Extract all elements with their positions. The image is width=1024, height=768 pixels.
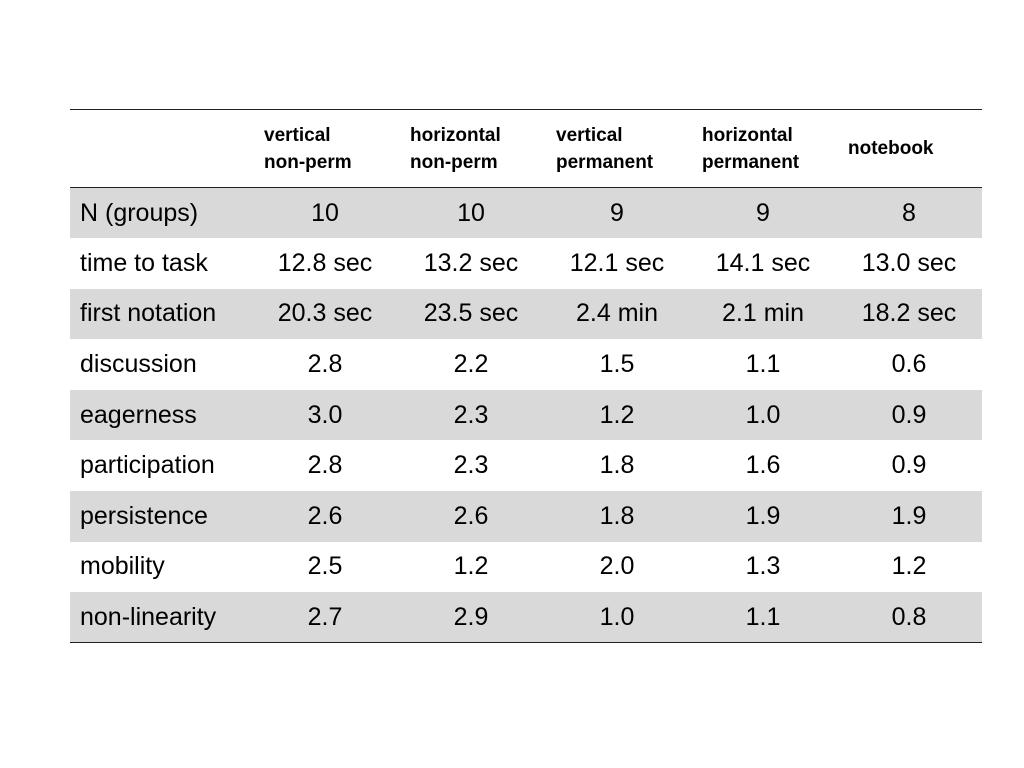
- table-cell: 9: [610, 198, 624, 227]
- table-row: non-linearity 2.7 2.9 1.0 1.1 0.8: [70, 592, 982, 643]
- table-cell: 1.0: [599, 602, 635, 631]
- table-row: mobility 2.5 1.2 2.0 1.3 1.2: [70, 542, 982, 593]
- table-cell: 12.1 sec: [569, 248, 665, 277]
- column-header: vertical non-perm: [252, 110, 398, 188]
- table-cell: 3.0: [307, 400, 343, 429]
- row-label: discussion: [80, 350, 197, 379]
- column-header-line1: horizontal: [702, 124, 793, 146]
- table-cell: 1.1: [745, 602, 781, 631]
- table-cell: 0.9: [891, 400, 927, 429]
- data-table-container: vertical non-perm horizontal non-perm ve…: [70, 109, 982, 643]
- table-cell: 1.6: [745, 451, 781, 480]
- table-cell: 0.6: [891, 350, 927, 379]
- row-label: N (groups): [80, 198, 199, 227]
- table-row: eagerness 3.0 2.3 1.2 1.0 0.9: [70, 389, 982, 441]
- column-header-line2: permanent: [702, 151, 800, 173]
- table-cell: 2.6: [307, 501, 343, 530]
- table-cell: 1.9: [745, 501, 781, 530]
- column-header-line2: non-perm: [264, 151, 352, 173]
- column-header: vertical permanent: [544, 110, 690, 188]
- row-label: non-linearity: [80, 602, 217, 631]
- comparison-table: vertical non-perm horizontal non-perm ve…: [70, 109, 982, 643]
- row-label: time to task: [80, 248, 208, 277]
- table-header-row: vertical non-perm horizontal non-perm ve…: [70, 109, 982, 188]
- table-cell: 2.2: [453, 350, 489, 379]
- table-cell: 1.2: [891, 552, 927, 581]
- column-header-line2: permanent: [556, 151, 654, 173]
- table-cell: 18.2 sec: [861, 299, 957, 328]
- table-cell: 1.2: [453, 552, 489, 581]
- table-cell: 2.9: [453, 602, 489, 631]
- table-cell: 2.5: [307, 552, 343, 581]
- column-header-line1: notebook: [848, 138, 934, 159]
- table-cell: 9: [756, 198, 770, 227]
- table-cell: 2.3: [453, 400, 489, 429]
- table-cell: 2.0: [599, 552, 635, 581]
- table-cell: 2.3: [453, 451, 489, 480]
- table-cell: 10: [311, 198, 339, 227]
- header-corner-cell: [70, 110, 252, 188]
- table-cell: 0.8: [891, 602, 927, 631]
- table-cell: 1.0: [745, 400, 781, 429]
- table-row: N (groups) 10 10 9 9 8: [70, 187, 982, 239]
- table-cell: 8: [902, 198, 916, 227]
- row-label: mobility: [80, 552, 165, 581]
- table-cell: 14.1 sec: [715, 248, 811, 277]
- table-cell: 1.8: [599, 451, 635, 480]
- table-cell: 2.1 min: [722, 299, 804, 328]
- column-header-line1: vertical: [264, 124, 331, 146]
- table-cell: 23.5 sec: [423, 299, 519, 328]
- table-cell: 1.5: [599, 350, 635, 379]
- column-header-line2: non-perm: [410, 151, 498, 173]
- table-row: first notation 20.3 sec 23.5 sec 2.4 min 2.1…: [70, 288, 982, 340]
- row-label: first notation: [80, 299, 217, 328]
- table-cell: 2.8: [307, 451, 343, 480]
- column-header: notebook: [836, 110, 982, 188]
- column-header-line1: vertical: [556, 124, 623, 146]
- table-cell: 13.0 sec: [861, 248, 957, 277]
- table-cell: 1.1: [745, 350, 781, 379]
- table-row: participation 2.8 2.3 1.8 1.6 0.9: [70, 440, 982, 491]
- table-cell: 2.4 min: [576, 299, 658, 328]
- row-label: eagerness: [80, 400, 197, 429]
- table-cell: 2.6: [453, 501, 489, 530]
- table-cell: 2.8: [307, 350, 343, 379]
- table-cell: 1.9: [891, 501, 927, 530]
- table-cell: 2.7: [307, 602, 343, 631]
- table-cell: 1.3: [745, 552, 781, 581]
- column-header: horizontal permanent: [690, 110, 836, 188]
- column-header: horizontal non-perm: [398, 110, 544, 188]
- table-cell: 0.9: [891, 451, 927, 480]
- table-cell: 12.8 sec: [277, 248, 373, 277]
- table-cell: 1.2: [599, 400, 635, 429]
- table-cell: 1.8: [599, 501, 635, 530]
- table-body: N (groups) 10 10 9 9 8 time to task 12.8 sec 13.…: [70, 187, 982, 643]
- table-row: discussion 2.8 2.2 1.5 1.1 0.6: [70, 339, 982, 390]
- row-label: persistence: [80, 501, 208, 530]
- row-label: participation: [80, 451, 215, 480]
- table-cell: 10: [457, 198, 485, 227]
- table-cell: 13.2 sec: [423, 248, 519, 277]
- column-header-line1: horizontal: [410, 124, 501, 146]
- table-cell: 20.3 sec: [277, 299, 373, 328]
- table-row: persistence 2.6 2.6 1.8 1.9 1.9: [70, 491, 982, 542]
- table-row: time to task 12.8 sec 13.2 sec 12.1 sec 14.1…: [70, 238, 982, 289]
